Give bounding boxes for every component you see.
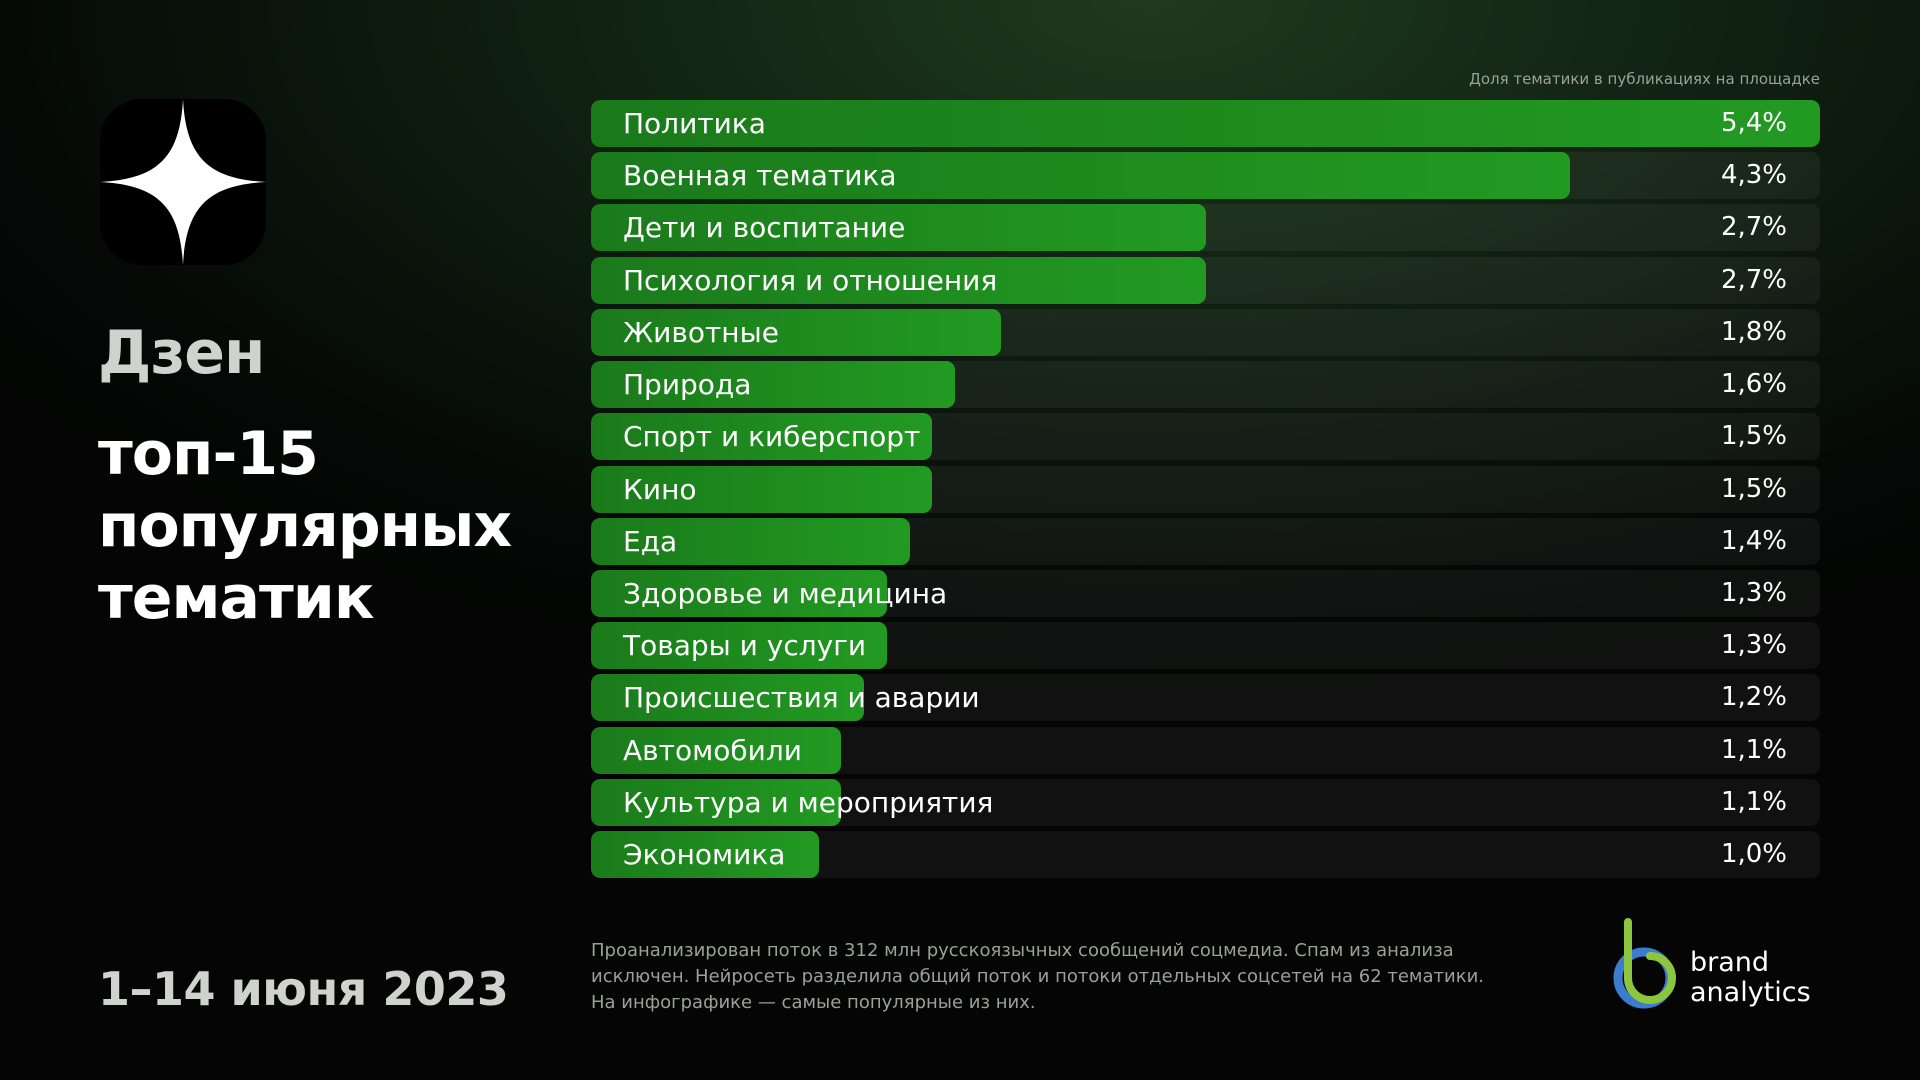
bar-row: Культура и мероприятия 1,1% bbox=[591, 779, 1820, 826]
bar bbox=[591, 570, 887, 617]
value-label: 1,5% bbox=[1720, 474, 1787, 504]
bar-row: Спорт и киберспорт 1,5% bbox=[591, 413, 1820, 460]
brand-line-1: brand bbox=[1690, 947, 1770, 978]
value-label: 1,8% bbox=[1720, 317, 1787, 347]
category-label: Психология и отношения bbox=[623, 264, 998, 297]
bar bbox=[591, 831, 819, 878]
category-label: Экономика bbox=[623, 838, 786, 871]
category-label: Животные bbox=[623, 316, 779, 349]
value-label: 2,7% bbox=[1720, 265, 1787, 295]
category-label: Происшествия и аварии bbox=[623, 681, 980, 714]
headline-line: тематик bbox=[98, 563, 375, 633]
headline-line: топ-15 bbox=[98, 419, 319, 489]
bar-row: Кино 1,5% bbox=[591, 466, 1820, 513]
bar bbox=[591, 152, 1570, 199]
bar-row: Животные 1,8% bbox=[591, 309, 1820, 356]
bar-row: Психология и отношения 2,7% bbox=[591, 257, 1820, 304]
bar bbox=[591, 518, 910, 565]
value-label: 5,4% bbox=[1720, 108, 1787, 138]
bar bbox=[591, 100, 1820, 147]
dzen-logo bbox=[100, 99, 266, 265]
value-label: 1,5% bbox=[1720, 421, 1787, 451]
bar bbox=[591, 361, 955, 408]
brand-analytics-logo bbox=[1613, 918, 1676, 1009]
bar-row: Экономика 1,0% bbox=[591, 831, 1820, 878]
bar bbox=[591, 257, 1206, 304]
headline: топ-15 популярных тематик bbox=[98, 418, 538, 634]
bar bbox=[591, 622, 887, 669]
value-label: 1,6% bbox=[1720, 369, 1787, 399]
brand-analytics-wordmark: brand analytics bbox=[1690, 948, 1811, 1008]
category-label: Природа bbox=[623, 368, 752, 401]
bar-row: Происшествия и аварии 1,2% bbox=[591, 674, 1820, 721]
bar-row: Здоровье и медицина 1,3% bbox=[591, 570, 1820, 617]
headline-line: популярных bbox=[98, 491, 512, 561]
category-label: Здоровье и медицина bbox=[623, 577, 948, 610]
category-label: Кино bbox=[623, 473, 697, 506]
category-label: Автомобили bbox=[623, 734, 802, 767]
value-label: 2,7% bbox=[1720, 212, 1787, 242]
value-label: 1,1% bbox=[1720, 787, 1787, 817]
category-label: Дети и воспитание bbox=[623, 211, 906, 244]
bar-row: Дети и воспитание 2,7% bbox=[591, 204, 1820, 251]
dzen-star-icon bbox=[100, 99, 266, 265]
bar bbox=[591, 413, 932, 460]
bar-row: Товары и услуги 1,3% bbox=[591, 622, 1820, 669]
category-label: Политика bbox=[623, 107, 766, 140]
category-label: Спорт и киберспорт bbox=[623, 420, 921, 453]
footnote: Проанализирован поток в 312 млн русскояз… bbox=[591, 940, 1485, 1013]
value-label: 4,3% bbox=[1720, 160, 1787, 190]
category-label: Товары и услуги bbox=[623, 629, 867, 662]
bar bbox=[591, 779, 841, 826]
bar-chart: Политика 5,4% Военная тематика 4,3% Дети и в… bbox=[591, 100, 1820, 878]
bar-row: Еда 1,4% bbox=[591, 518, 1820, 565]
value-label: 1,0% bbox=[1720, 839, 1787, 869]
bar bbox=[591, 204, 1206, 251]
value-label: 1,3% bbox=[1720, 578, 1787, 608]
value-label: 1,4% bbox=[1720, 526, 1787, 556]
bar bbox=[591, 466, 932, 513]
value-label: 1,3% bbox=[1720, 630, 1787, 660]
platform-name: Дзен bbox=[98, 318, 265, 388]
brand-line-2: analytics bbox=[1690, 977, 1811, 1008]
axis-caption: Доля тематики в публикациях на площадке bbox=[1469, 70, 1820, 88]
category-label: Еда bbox=[623, 525, 678, 558]
bar bbox=[591, 727, 841, 774]
bar-row: Автомобили 1,1% bbox=[591, 727, 1820, 774]
value-label: 1,1% bbox=[1720, 735, 1787, 765]
bar bbox=[591, 674, 864, 721]
bar-row: Политика 5,4% bbox=[591, 100, 1820, 147]
date-range: 1–14 июня 2023 bbox=[98, 962, 509, 1016]
value-label: 1,2% bbox=[1720, 682, 1787, 712]
category-label: Военная тематика bbox=[623, 159, 897, 192]
bar-row: Природа 1,6% bbox=[591, 361, 1820, 408]
bar-row: Военная тематика 4,3% bbox=[591, 152, 1820, 199]
bar bbox=[591, 309, 1001, 356]
category-label: Культура и мероприятия bbox=[623, 786, 994, 819]
